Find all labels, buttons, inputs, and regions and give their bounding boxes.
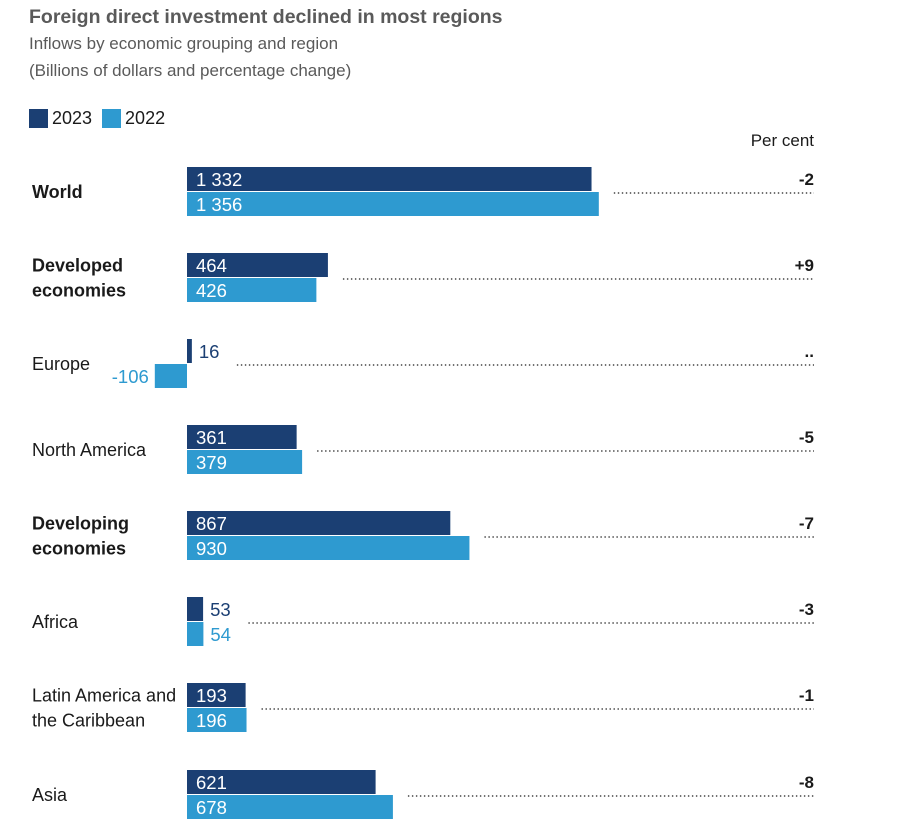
legend: 2023 2022 — [29, 108, 175, 129]
category-label: World — [32, 182, 83, 202]
bar-2023 — [187, 683, 246, 707]
bar-2023 — [187, 253, 328, 277]
percent-change-label: .. — [805, 342, 814, 361]
chart-subtitle-line-1: Inflows by economic grouping and region — [29, 34, 339, 53]
category-label: Africa — [32, 612, 79, 632]
bar-2023 — [187, 597, 204, 621]
data-label-2022: -106 — [112, 366, 149, 387]
per-cent-header: Per cent — [751, 131, 815, 150]
category-label: economies — [32, 539, 126, 559]
bar-2023 — [187, 425, 297, 449]
data-label-2023: 1 332 — [196, 169, 242, 190]
data-label-2022: 379 — [196, 452, 227, 473]
data-label-2023: 16 — [199, 341, 220, 362]
data-label-2023: 193 — [196, 685, 227, 706]
percent-change-label: -3 — [799, 600, 814, 619]
percent-change-label: -5 — [799, 428, 814, 447]
category-label: North America — [32, 440, 147, 460]
category-label: Developed — [32, 256, 123, 276]
percent-change-label: +9 — [795, 256, 814, 275]
data-label-2022: 54 — [210, 624, 231, 645]
bar-2022 — [187, 450, 303, 474]
data-label-2023: 867 — [196, 513, 227, 534]
data-label-2022: 426 — [196, 280, 227, 301]
percent-change-label: -8 — [799, 773, 814, 792]
bar-2023 — [187, 167, 592, 191]
bar-2022 — [187, 536, 470, 560]
chart-subtitle-line-2: (Billions of dollars and percentage chan… — [29, 61, 352, 80]
percent-change-label: -2 — [799, 170, 814, 189]
bar-2022 — [187, 795, 393, 819]
percent-change-label: -1 — [799, 686, 814, 705]
category-label: Latin America and — [32, 686, 176, 706]
bar-2022 — [187, 278, 317, 302]
category-label: Developing — [32, 514, 129, 534]
bar-2023 — [187, 511, 451, 535]
data-label-2023: 53 — [210, 599, 231, 620]
data-label-2023: 621 — [196, 772, 227, 793]
chart-title: Foreign direct investment declined in mo… — [29, 6, 503, 28]
bar-2022 — [154, 364, 187, 388]
data-label-2022: 1 356 — [196, 194, 242, 215]
percent-change-label: -7 — [799, 514, 814, 533]
bar-2023 — [187, 339, 192, 363]
bar-2022 — [187, 708, 247, 732]
data-label-2023: 361 — [196, 427, 227, 448]
category-label: economies — [32, 281, 126, 301]
legend-label-2022: 2022 — [125, 108, 166, 128]
data-label-2022: 678 — [196, 797, 227, 818]
bar-2022 — [187, 622, 204, 646]
data-label-2022: 930 — [196, 538, 227, 559]
data-label-2022: 196 — [196, 710, 227, 731]
data-label-2023: 464 — [196, 255, 227, 276]
bar-2022 — [187, 192, 599, 216]
category-label: Asia — [32, 785, 68, 805]
legend-swatch-2022 — [102, 109, 122, 128]
bar-2023 — [187, 770, 376, 794]
category-label: Europe — [32, 354, 90, 374]
category-label: the Caribbean — [32, 711, 145, 731]
legend-swatch-2023 — [29, 109, 48, 128]
legend-label-2023: 2023 — [52, 108, 93, 128]
